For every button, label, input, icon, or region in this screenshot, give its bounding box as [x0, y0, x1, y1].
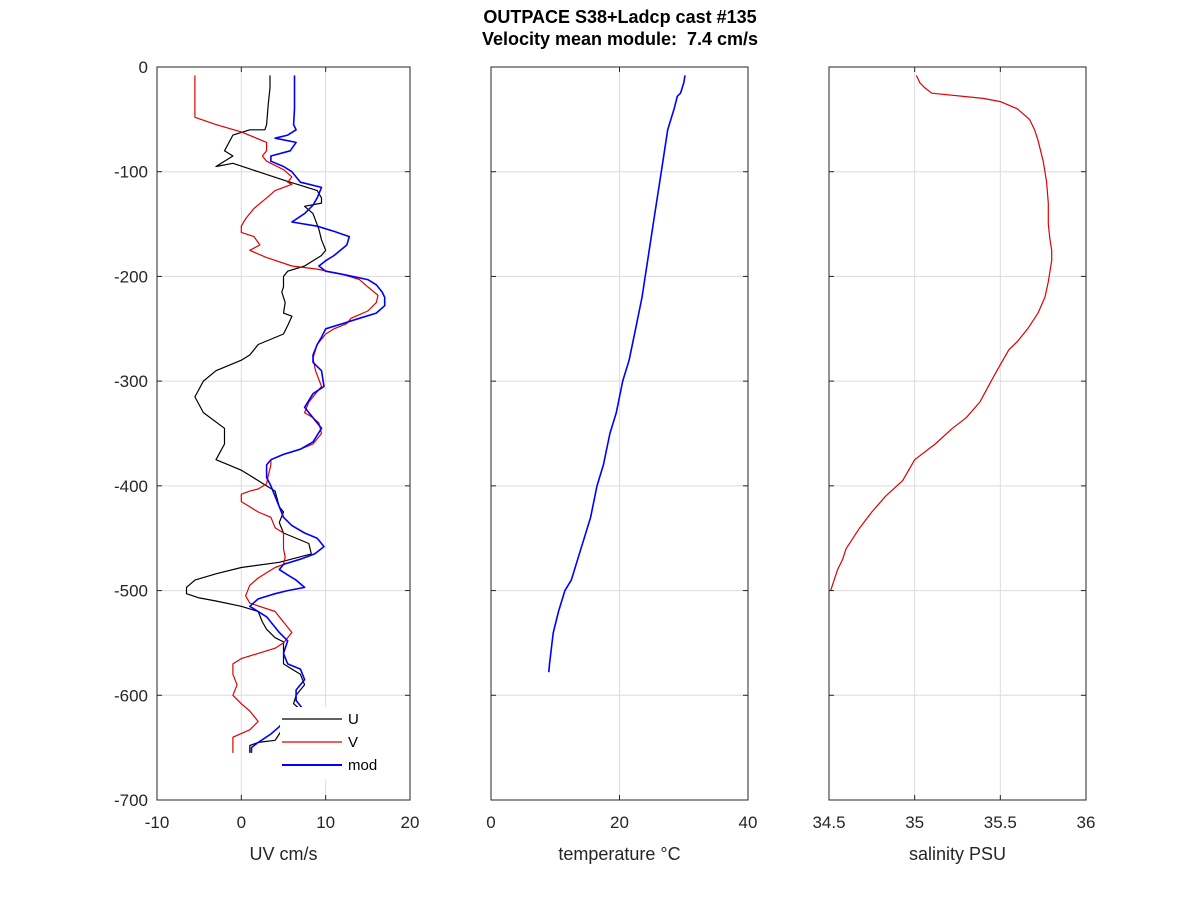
- x-tick-label: 20: [401, 813, 420, 832]
- plot-area: [157, 67, 410, 800]
- y-tick-label: -500: [114, 582, 148, 601]
- x-tick-label: 36: [1077, 813, 1096, 832]
- x-tick-label: -10: [145, 813, 170, 832]
- y-tick-label: -300: [114, 372, 148, 391]
- y-tick-label: -100: [114, 163, 148, 182]
- series-mod-line: [249, 75, 386, 753]
- x-tick-label: 0: [237, 813, 246, 832]
- series-line-2: [548, 75, 686, 673]
- x-tick-label: 35.5: [984, 813, 1017, 832]
- axes-frame: [156, 66, 411, 801]
- axes-1: -10 0 10 200-100-200-300-400-500-600-700UV …: [114, 58, 419, 864]
- y-tick-label: -200: [114, 267, 148, 286]
- chart-title: OUTPACE S38+Ladcp cast #135 Velocity mea…: [0, 6, 1200, 50]
- y-tick-label: -700: [114, 791, 148, 810]
- axes-2: 0 20 40 temperature °C: [486, 66, 758, 864]
- legend-label-u: U: [348, 711, 359, 728]
- title-line-1: OUTPACE S38+Ladcp cast #135: [483, 7, 757, 27]
- x-tick-label: 35: [905, 813, 924, 832]
- x-tick-label: 34.5: [812, 813, 845, 832]
- series-line-3: [830, 75, 1053, 591]
- x-axis-label: salinity PSU: [909, 844, 1006, 864]
- legend-label-mod: mod: [348, 757, 377, 774]
- title-line-2: Velocity mean module: 7.4 cm/s: [481, 29, 759, 49]
- plot-area: [829, 67, 1086, 800]
- y-tick-label: -400: [114, 477, 148, 496]
- y-tick-label: 0: [139, 58, 148, 77]
- x-tick-label: 40: [739, 813, 758, 832]
- y-tick-label: -600: [114, 686, 148, 705]
- x-tick-label: 10: [316, 813, 335, 832]
- legend-label-v: V: [348, 734, 358, 751]
- axes-frame: [828, 66, 1087, 801]
- x-axis-label: UV cm/s: [249, 844, 317, 864]
- x-axis-label: temperature °C: [558, 844, 680, 864]
- x-tick-label: 0: [486, 813, 495, 832]
- x-tick-label: 20: [610, 813, 629, 832]
- axes-3: 34.5 35 35.5 36 salinity PSU: [812, 66, 1096, 864]
